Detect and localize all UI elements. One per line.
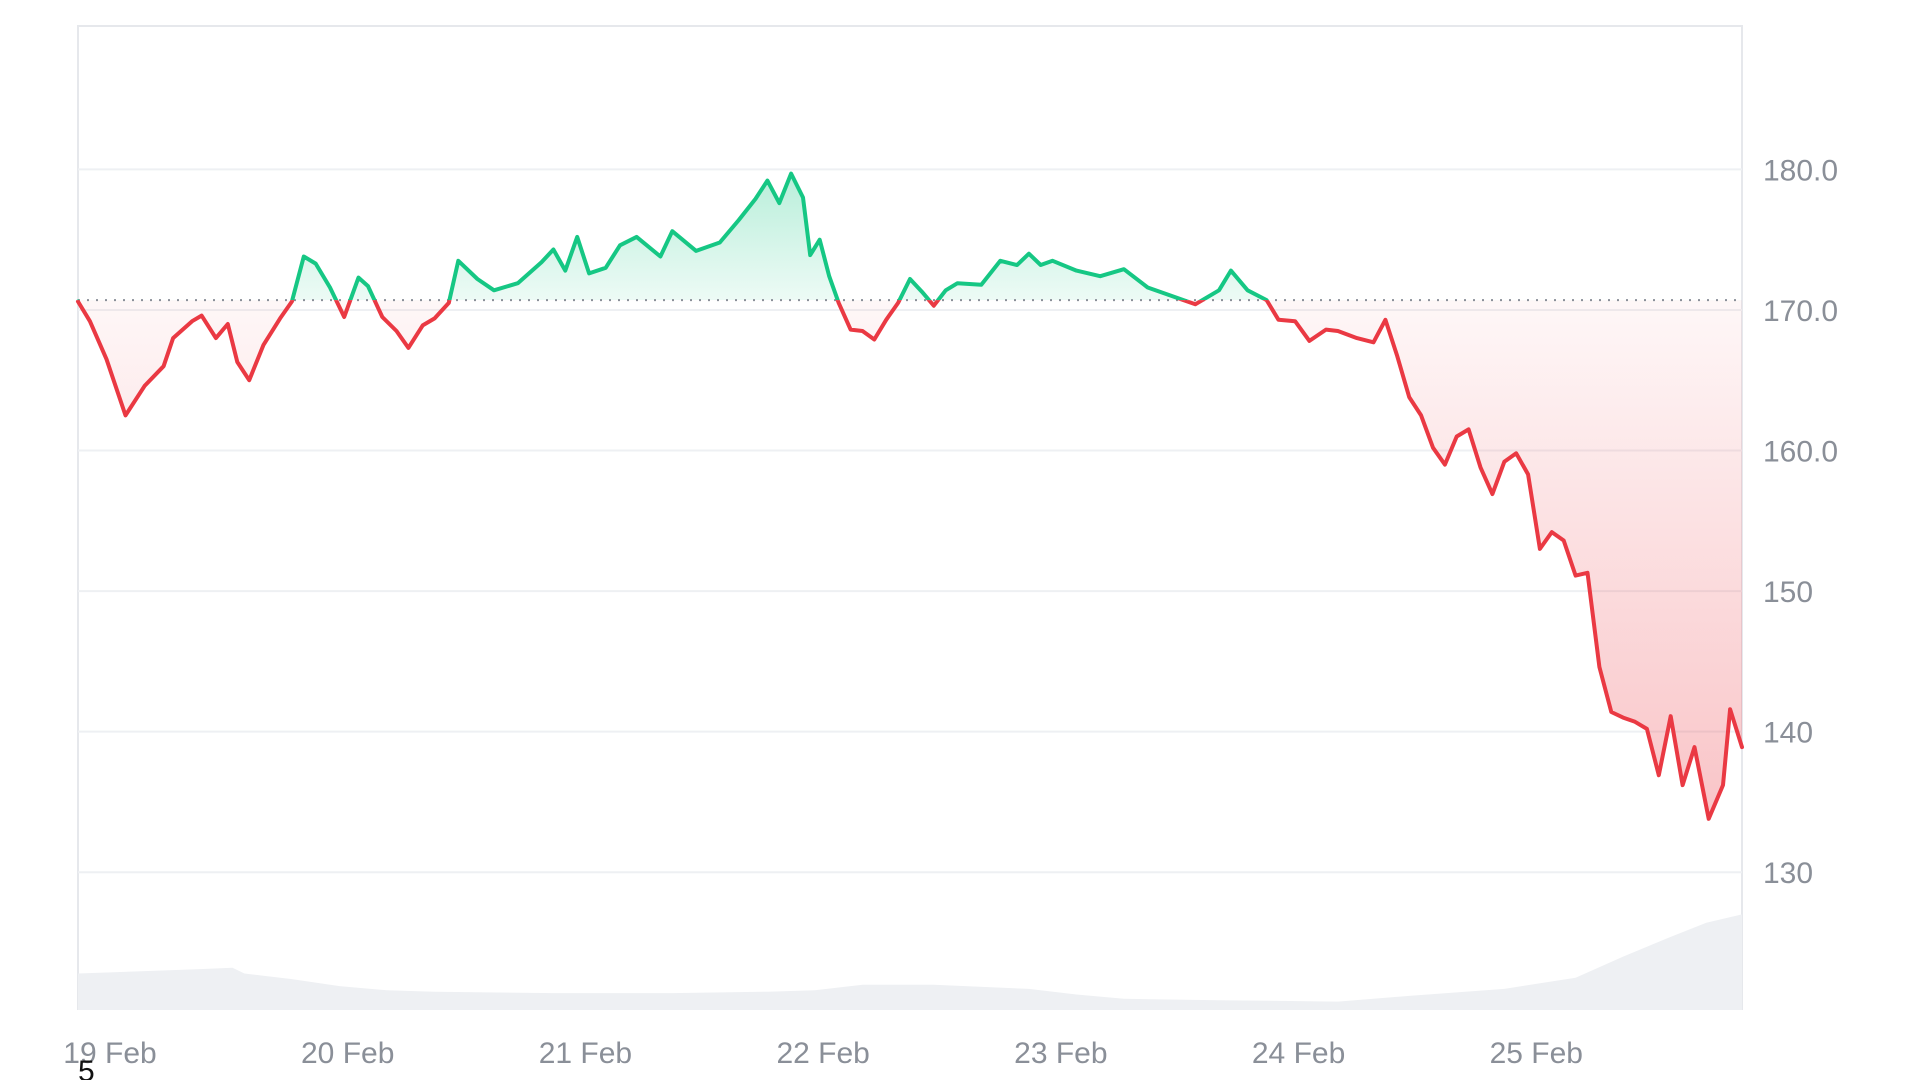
grid-lines	[78, 168, 1742, 874]
x-axis-ticks: 19 Feb 20 Feb 21 Feb 22 Feb 23 Feb 24 Feb 25 F…	[63, 1037, 1583, 1070]
corner-label: 5	[78, 1055, 95, 1080]
y-tick-label: 180.0	[1763, 154, 1838, 187]
y-axis-ticks: 180.0 170.0 160.0 150 140 130	[1763, 154, 1838, 890]
plot-frame	[77, 25, 1743, 1010]
area-above-baseline	[78, 173, 1742, 301]
y-tick-label: 160.0	[1763, 436, 1838, 469]
x-tick-label: 23 Feb	[1014, 1037, 1107, 1070]
x-tick-label: 19 Feb	[63, 1037, 156, 1070]
y-tick-label: 140	[1763, 717, 1813, 750]
y-tick-label: 170.0	[1763, 295, 1838, 328]
x-tick-label: 20 Feb	[301, 1037, 394, 1070]
x-tick-label: 22 Feb	[776, 1037, 869, 1070]
area-below-baseline	[78, 300, 1742, 819]
x-tick-label: 25 Feb	[1490, 1037, 1583, 1070]
y-tick-label: 130	[1763, 857, 1813, 890]
volume-area	[78, 914, 1742, 1010]
x-tick-label: 24 Feb	[1252, 1037, 1345, 1070]
x-tick-label: 21 Feb	[539, 1037, 632, 1070]
price-line-up	[76, 171, 1269, 301]
price-line-down	[76, 300, 1744, 821]
y-tick-label: 150	[1763, 576, 1813, 609]
